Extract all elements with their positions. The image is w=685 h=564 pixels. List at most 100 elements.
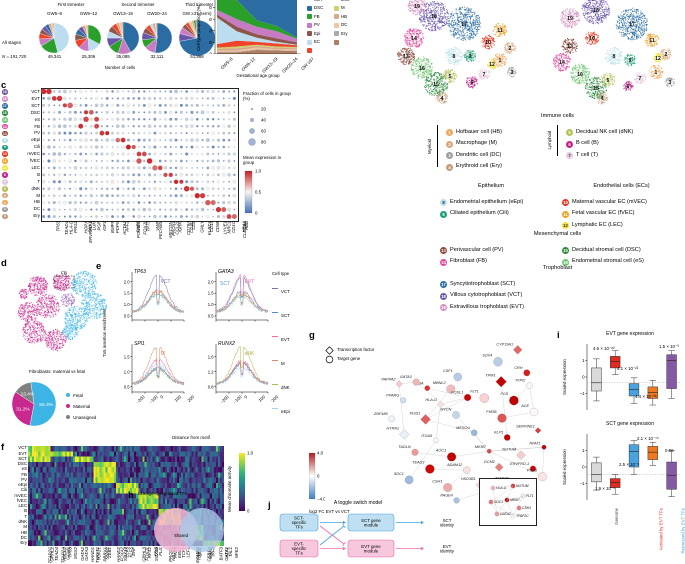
heatmap-cell [83,493,85,498]
heatmap-cell [157,467,159,472]
dot [122,180,125,183]
heatmap-cell [40,504,42,509]
heatmap-cell [89,462,91,467]
heatmap-cell [48,451,50,456]
heatmap-cell [97,509,99,514]
heatmap-cell [118,504,120,509]
legend-label: DSC [314,5,323,10]
dot [106,215,109,218]
heatmap-cell [67,467,69,472]
dot [159,91,161,93]
dot [138,90,140,92]
heatmap-cell [95,462,97,467]
legend-label: Unassigned [73,415,96,420]
heatmap-cell [65,446,67,451]
dot [136,158,141,163]
heatmap-cell [120,472,122,477]
row-color-dot: 7 [2,179,8,185]
dot [164,104,167,107]
heatmap-cell [202,462,204,467]
dot [80,174,82,176]
dot [48,201,50,203]
dot [164,132,166,134]
legend-dot [250,118,254,122]
node-label-NFAT1: NFAT1 [529,441,540,445]
heatmap-cell [99,462,101,467]
heatmap-cell [59,451,61,456]
heatmap-cell [126,451,128,456]
heatmap-cell [122,541,124,546]
legend-item-label: Decidual stromal cell (DSC) [572,247,641,253]
dot [169,104,172,107]
dot [138,146,139,147]
heatmap-cell [110,451,112,456]
heatmap-cell [95,467,97,472]
p-value-1: 2.5 × 10⁻⁶ [619,462,639,467]
dot [128,125,129,126]
dot [164,111,167,114]
dot [85,126,86,127]
heatmap-cell [165,462,167,467]
colorbar-tick: 0 [255,211,258,216]
heatmap-cell [93,509,95,514]
heatmap-cell [130,462,132,467]
heatmap-cell [85,483,87,488]
heatmap-cell [32,541,34,546]
dot [90,146,93,149]
heatmap-cell [28,535,30,540]
heatmap-cell [124,499,126,504]
target-node [405,476,413,484]
dot [106,174,107,175]
dot [79,90,82,93]
heatmap-cell [102,472,104,477]
heatmap-cell [142,462,144,467]
dot [43,111,45,113]
heatmap-cell [79,462,81,467]
heatmap-cell [130,467,132,472]
panel-d-pie: 55.3%31.2%13.4% [8,378,64,430]
tf-node [495,463,503,471]
legend-line [272,336,278,337]
dot [48,104,50,106]
heatmap-cell [124,457,126,462]
dot [106,111,109,114]
heatmap-cell [30,493,32,498]
heatmap-cell [148,457,150,462]
heatmap-cell [85,462,87,467]
heatmap-cell [44,514,46,519]
heatmap-cell [183,446,185,451]
heatmap-cell [71,457,73,462]
row-color-dot: 12 [2,165,8,171]
heatmap-cell [32,462,34,467]
dot [138,112,139,113]
dot [191,104,194,107]
heatmap-cell [36,530,38,535]
heatmap-cell [34,478,36,483]
heatmap-cell [57,462,59,467]
umap-blob-6 [18,302,38,322]
dot [164,118,167,121]
heatmap-cell [108,514,110,519]
row-label: SCT [31,104,40,109]
heatmap-cell [153,472,155,477]
venn-circle-sct [180,508,224,552]
heatmap-cell [81,467,83,472]
dot [228,188,230,190]
heatmap-cell [142,457,144,462]
dot [202,98,204,100]
heatmap-cell [42,478,44,483]
heatmap-cell [204,457,206,462]
arrow-evt-tf-to-module [320,547,346,551]
legend-item-label: Erythroid cell (Ery) [456,163,502,169]
heatmap-cell [120,514,122,519]
umap-blob-10 [19,289,29,300]
heatmap-cell [85,488,87,493]
node-label-HTRA1: HTRA1 [387,426,399,430]
heatmap-cell [81,520,83,525]
dot [154,160,157,163]
heatmap-cell [36,520,38,525]
heatmap-cell [138,446,140,451]
heatmap-cell [122,472,124,477]
heatmap-cell [124,514,126,519]
